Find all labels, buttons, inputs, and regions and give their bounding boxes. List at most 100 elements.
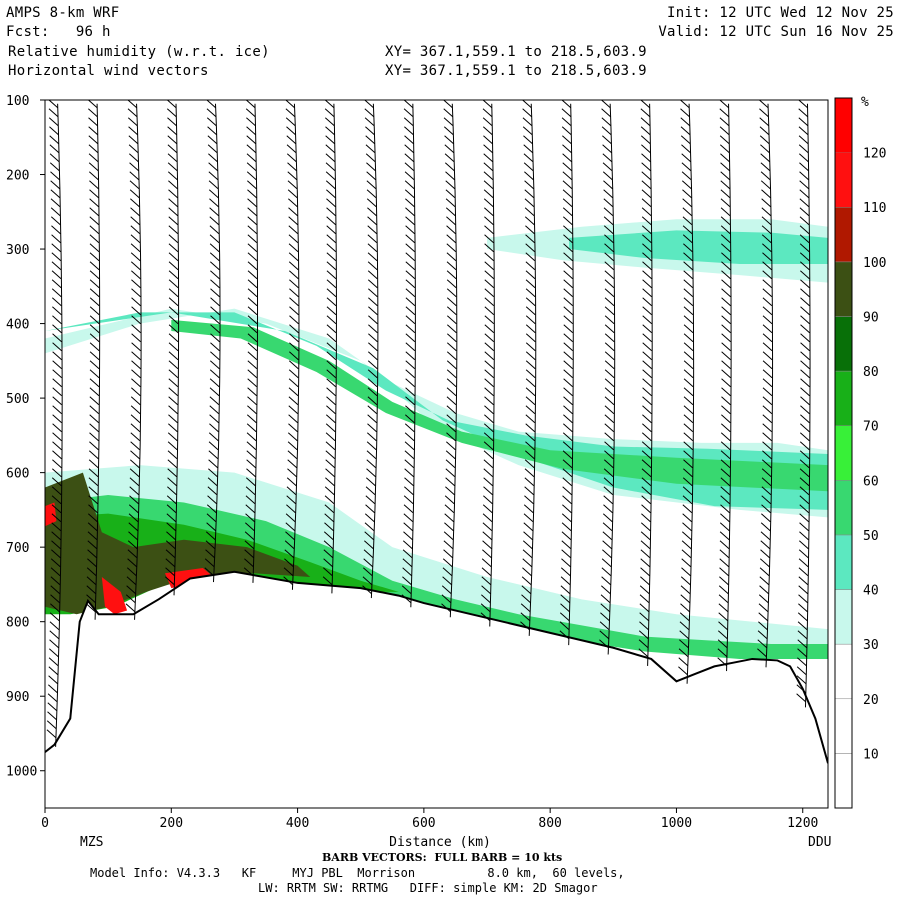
colorbar-label-110: 110 (863, 201, 886, 216)
colorbar-cell-50 (834, 534, 853, 590)
x-tick-label-200: 200 (160, 816, 183, 831)
init-time: Init: 12 UTC Wed 12 Nov 25 (667, 5, 894, 21)
field-name-rh: Relative humidity (w.r.t. ice) (8, 44, 270, 60)
y-tick-label-300: 300 (6, 243, 29, 258)
forecast-hour: Fcst: 96 h (6, 24, 111, 40)
terrain-mask (45, 571, 828, 808)
barb-note: BARB VECTORS: FULL BARB = 10 kts (322, 851, 563, 864)
barb-ticks-8 (362, 100, 378, 595)
barb-column-0 (55, 103, 63, 747)
y-tick-label-800: 800 (6, 616, 29, 631)
barb-column-4 (212, 103, 221, 583)
barb-ticks-10 (441, 100, 457, 613)
barb-ticks-2 (125, 100, 141, 613)
colorbar-label-80: 80 (863, 365, 879, 380)
physics-info: LW: RRTM SW: RRTMG DIFF: simple KM: 2D S… (258, 881, 598, 895)
barb-ticks-11 (480, 100, 495, 622)
colorbar-frame (834, 97, 853, 809)
colorbar-label-30: 30 (863, 638, 879, 653)
colorbar-label-40: 40 (863, 584, 879, 599)
barb-column-11 (489, 103, 495, 627)
x-axis-label: Distance (km) (389, 835, 491, 850)
y-tick-label-900: 900 (6, 690, 29, 705)
x-tick-label-1200: 1200 (787, 816, 818, 831)
barb-column-2 (134, 103, 142, 620)
y-tick-label-200: 200 (6, 169, 29, 184)
model-title: AMPS 8-km WRF (6, 5, 120, 21)
colorbar-label-120: 120 (863, 147, 886, 162)
barb-column-1 (94, 103, 101, 620)
colorbar-cell-40 (834, 589, 853, 645)
x-tick-label-1000: 1000 (661, 816, 692, 831)
x-tick-label-800: 800 (538, 816, 561, 831)
barb-column-14 (607, 103, 616, 655)
colorbar-cell-120 (834, 152, 853, 208)
field-name-wind: Horizontal wind vectors (8, 63, 209, 79)
plot-frame (44, 99, 829, 809)
barb-column-19 (804, 103, 811, 708)
rh-band-40-5 (45, 465, 828, 652)
colorbar-cell-70 (834, 425, 853, 481)
wind-barbs (46, 100, 811, 747)
colorbar-cell-100 (834, 261, 853, 317)
rh-field (45, 100, 828, 808)
barb-column-18 (765, 103, 774, 668)
barb-ticks-16 (678, 100, 694, 676)
barb-ticks-3 (164, 100, 179, 586)
barb-column-15 (647, 103, 653, 666)
colorbar-cell-30 (834, 643, 853, 700)
rh-band-120-11 (45, 502, 57, 527)
y-tick-label-500: 500 (6, 392, 29, 407)
barb-column-12 (528, 103, 537, 636)
barb-column-5 (252, 103, 259, 583)
colorbar-cell-110 (834, 206, 853, 263)
barb-ticks-9 (401, 100, 416, 604)
barb-column-8 (370, 103, 379, 599)
colorbar-cell-90 (834, 316, 853, 372)
colorbar-cell-top (835, 98, 852, 153)
y-tick-label-400: 400 (6, 318, 29, 333)
x-tick-label-0: 0 (41, 816, 49, 831)
y-tick-label-100: 100 (6, 94, 29, 109)
barb-column-3 (173, 103, 180, 596)
barb-column-16 (686, 103, 695, 684)
barb-column-7 (331, 103, 337, 594)
barb-ticks-19 (796, 100, 810, 703)
colorbar-label-90: 90 (863, 310, 879, 325)
barb-ticks-5 (243, 100, 258, 577)
x-tick-label-600: 600 (412, 816, 435, 831)
colorbar-cell-80 (834, 370, 853, 426)
colorbar-cell-20 (834, 698, 853, 754)
barb-ticks-12 (520, 100, 536, 631)
barb-ticks-7 (322, 100, 337, 586)
model-info: Model Info: V4.3.3 KF MYJ PBL Morrison 8… (90, 866, 625, 880)
barb-ticks-13 (559, 100, 574, 640)
barb-ticks-18 (757, 100, 773, 658)
colorbar-label-10: 10 (863, 747, 879, 762)
barb-ticks-1 (85, 100, 100, 613)
y-tick-label-600: 600 (6, 467, 29, 482)
barb-ticks-14 (599, 100, 615, 649)
colorbar-cell-60 (834, 480, 853, 536)
y-tick-label-700: 700 (6, 541, 29, 556)
colorbar-label-20: 20 (863, 693, 879, 708)
valid-time: Valid: 12 UTC Sun 16 Nov 25 (658, 24, 894, 40)
rh-band-120-9 (101, 576, 128, 615)
colorbar-unit: % (861, 95, 869, 110)
barb-ticks-0 (46, 100, 63, 739)
x-tick-label-400: 400 (286, 816, 309, 831)
barb-ticks-17 (717, 100, 731, 667)
barb-ticks-15 (638, 100, 653, 658)
y-tick-label-1000: 1000 (6, 765, 37, 780)
barb-column-9 (410, 103, 416, 608)
colorbar-cell-10 (834, 753, 853, 809)
endpoint-right: DDU (808, 835, 831, 850)
rh-band-60-6 (45, 494, 828, 659)
endpoint-left: MZS (80, 835, 103, 850)
xy-coords-1: XY= 367.1,559.1 to 218.5,603.9 (385, 44, 647, 60)
colorbar-label-50: 50 (863, 529, 879, 544)
barb-ticks-6 (283, 100, 299, 586)
rh-band-100-8 (45, 472, 311, 615)
colorbar-label-60: 60 (863, 474, 879, 489)
